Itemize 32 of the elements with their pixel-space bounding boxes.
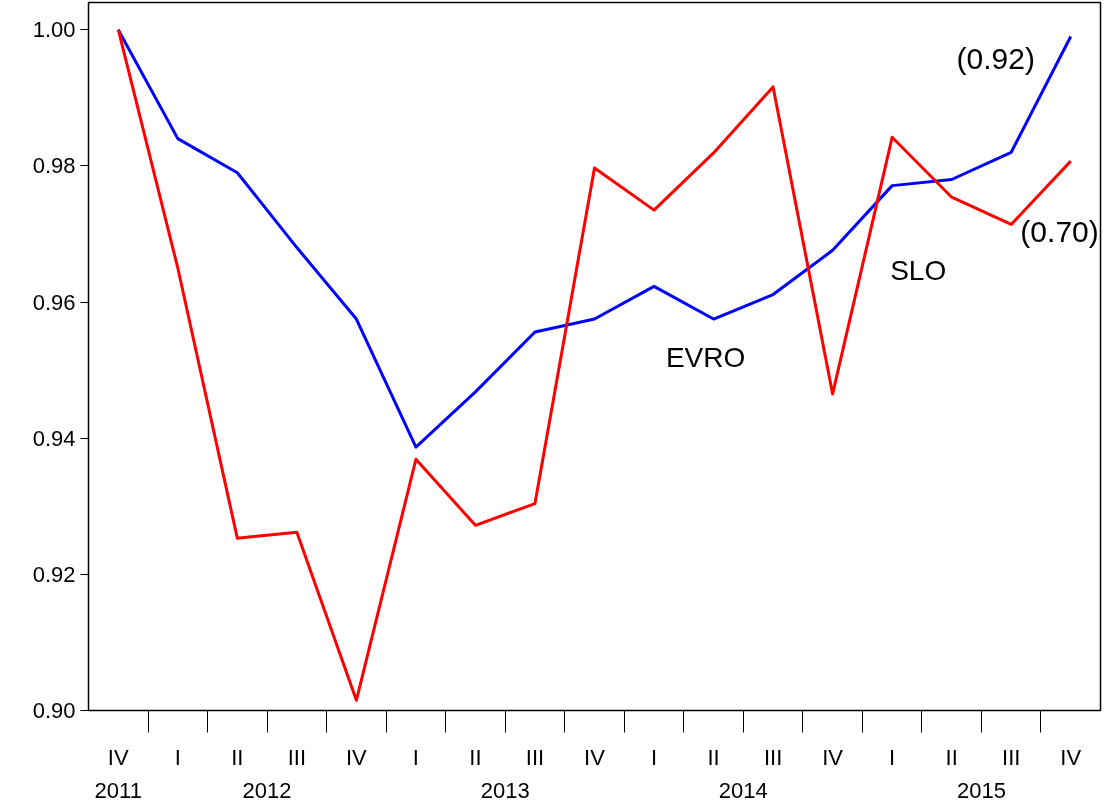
x-tick-label: II xyxy=(469,744,482,770)
x-tick-label: IV xyxy=(1060,744,1082,770)
text: 2011 xyxy=(94,777,142,800)
y-tick-label: 0.98 xyxy=(32,153,76,179)
text: 2015 xyxy=(956,777,1006,800)
annotation: (0.92) xyxy=(956,42,1035,76)
series-label: SLO xyxy=(890,254,947,286)
x-tick-label: III xyxy=(1002,744,1021,770)
y-tick-label: 0.90 xyxy=(32,698,76,723)
series-label: EVRO xyxy=(665,341,746,373)
x-tick-label: I xyxy=(650,744,658,770)
text: 2013 xyxy=(480,777,530,800)
x-tick-label: II xyxy=(707,744,720,770)
x-tick-label: I xyxy=(412,744,419,770)
x-tick-label: IV xyxy=(107,744,129,770)
x-tick-label: IV xyxy=(584,744,606,770)
text: 2014 xyxy=(718,777,768,800)
x-tick-label: II xyxy=(945,744,958,770)
y-tick-label: 1.00 xyxy=(32,17,76,43)
x-tick-label: III xyxy=(287,744,307,770)
x-tick-label: IV xyxy=(822,744,844,770)
x-tick-label: I xyxy=(889,744,896,770)
y-tick-label: 0.94 xyxy=(32,425,76,451)
y-tick-label: 0.92 xyxy=(32,561,76,587)
x-tick-label: II xyxy=(231,744,244,770)
x-tick-label: III xyxy=(763,744,783,770)
text: 2012 xyxy=(242,777,292,800)
annotation: (0.70) xyxy=(1020,214,1099,248)
x-tick-label: III xyxy=(525,744,545,770)
x-tick-label: IV xyxy=(345,744,368,770)
x-tick-label: I xyxy=(174,744,181,770)
y-tick-label: 0.96 xyxy=(32,289,76,315)
